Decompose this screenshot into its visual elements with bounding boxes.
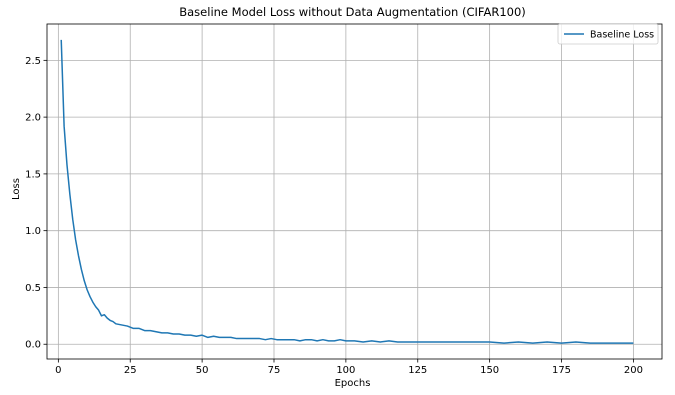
y-tick-label: 0.0 <box>25 340 41 351</box>
series-layer <box>60 39 634 344</box>
x-tick-label: 25 <box>124 365 137 376</box>
y-axis-label: Loss <box>11 178 22 200</box>
x-tick-label: 50 <box>196 365 209 376</box>
x-tick-label: 150 <box>480 365 499 376</box>
plot-frame <box>46 23 663 360</box>
legend-frame <box>557 23 659 45</box>
axis-ticks: 0 25 50 75 100 125 150 175 200 0.0 0.5 1.0 1.5 2.0 2.5 <box>25 56 643 376</box>
x-tick-label: 0 <box>55 365 61 376</box>
y-tick-label: 0.5 <box>25 283 41 294</box>
legend-label: Baseline Loss <box>590 30 654 41</box>
grid-lines <box>47 24 662 359</box>
series-line-baseline-loss <box>60 39 634 344</box>
x-tick-label: 100 <box>336 365 355 376</box>
x-tick-label: 125 <box>408 365 427 376</box>
y-tick-label: 1.5 <box>25 169 41 180</box>
y-tick-label: 2.5 <box>25 56 41 67</box>
legend: Baseline Loss <box>557 23 659 45</box>
y-tick-label: 1.0 <box>25 226 41 237</box>
x-axis-label: Epochs <box>335 378 371 389</box>
x-tick-label: 175 <box>552 365 571 376</box>
chart-title: Baseline Model Loss without Data Augment… <box>179 5 526 19</box>
y-tick-label: 2.0 <box>25 113 41 124</box>
x-tick-label: 75 <box>268 365 281 376</box>
x-tick-label: 200 <box>624 365 643 376</box>
